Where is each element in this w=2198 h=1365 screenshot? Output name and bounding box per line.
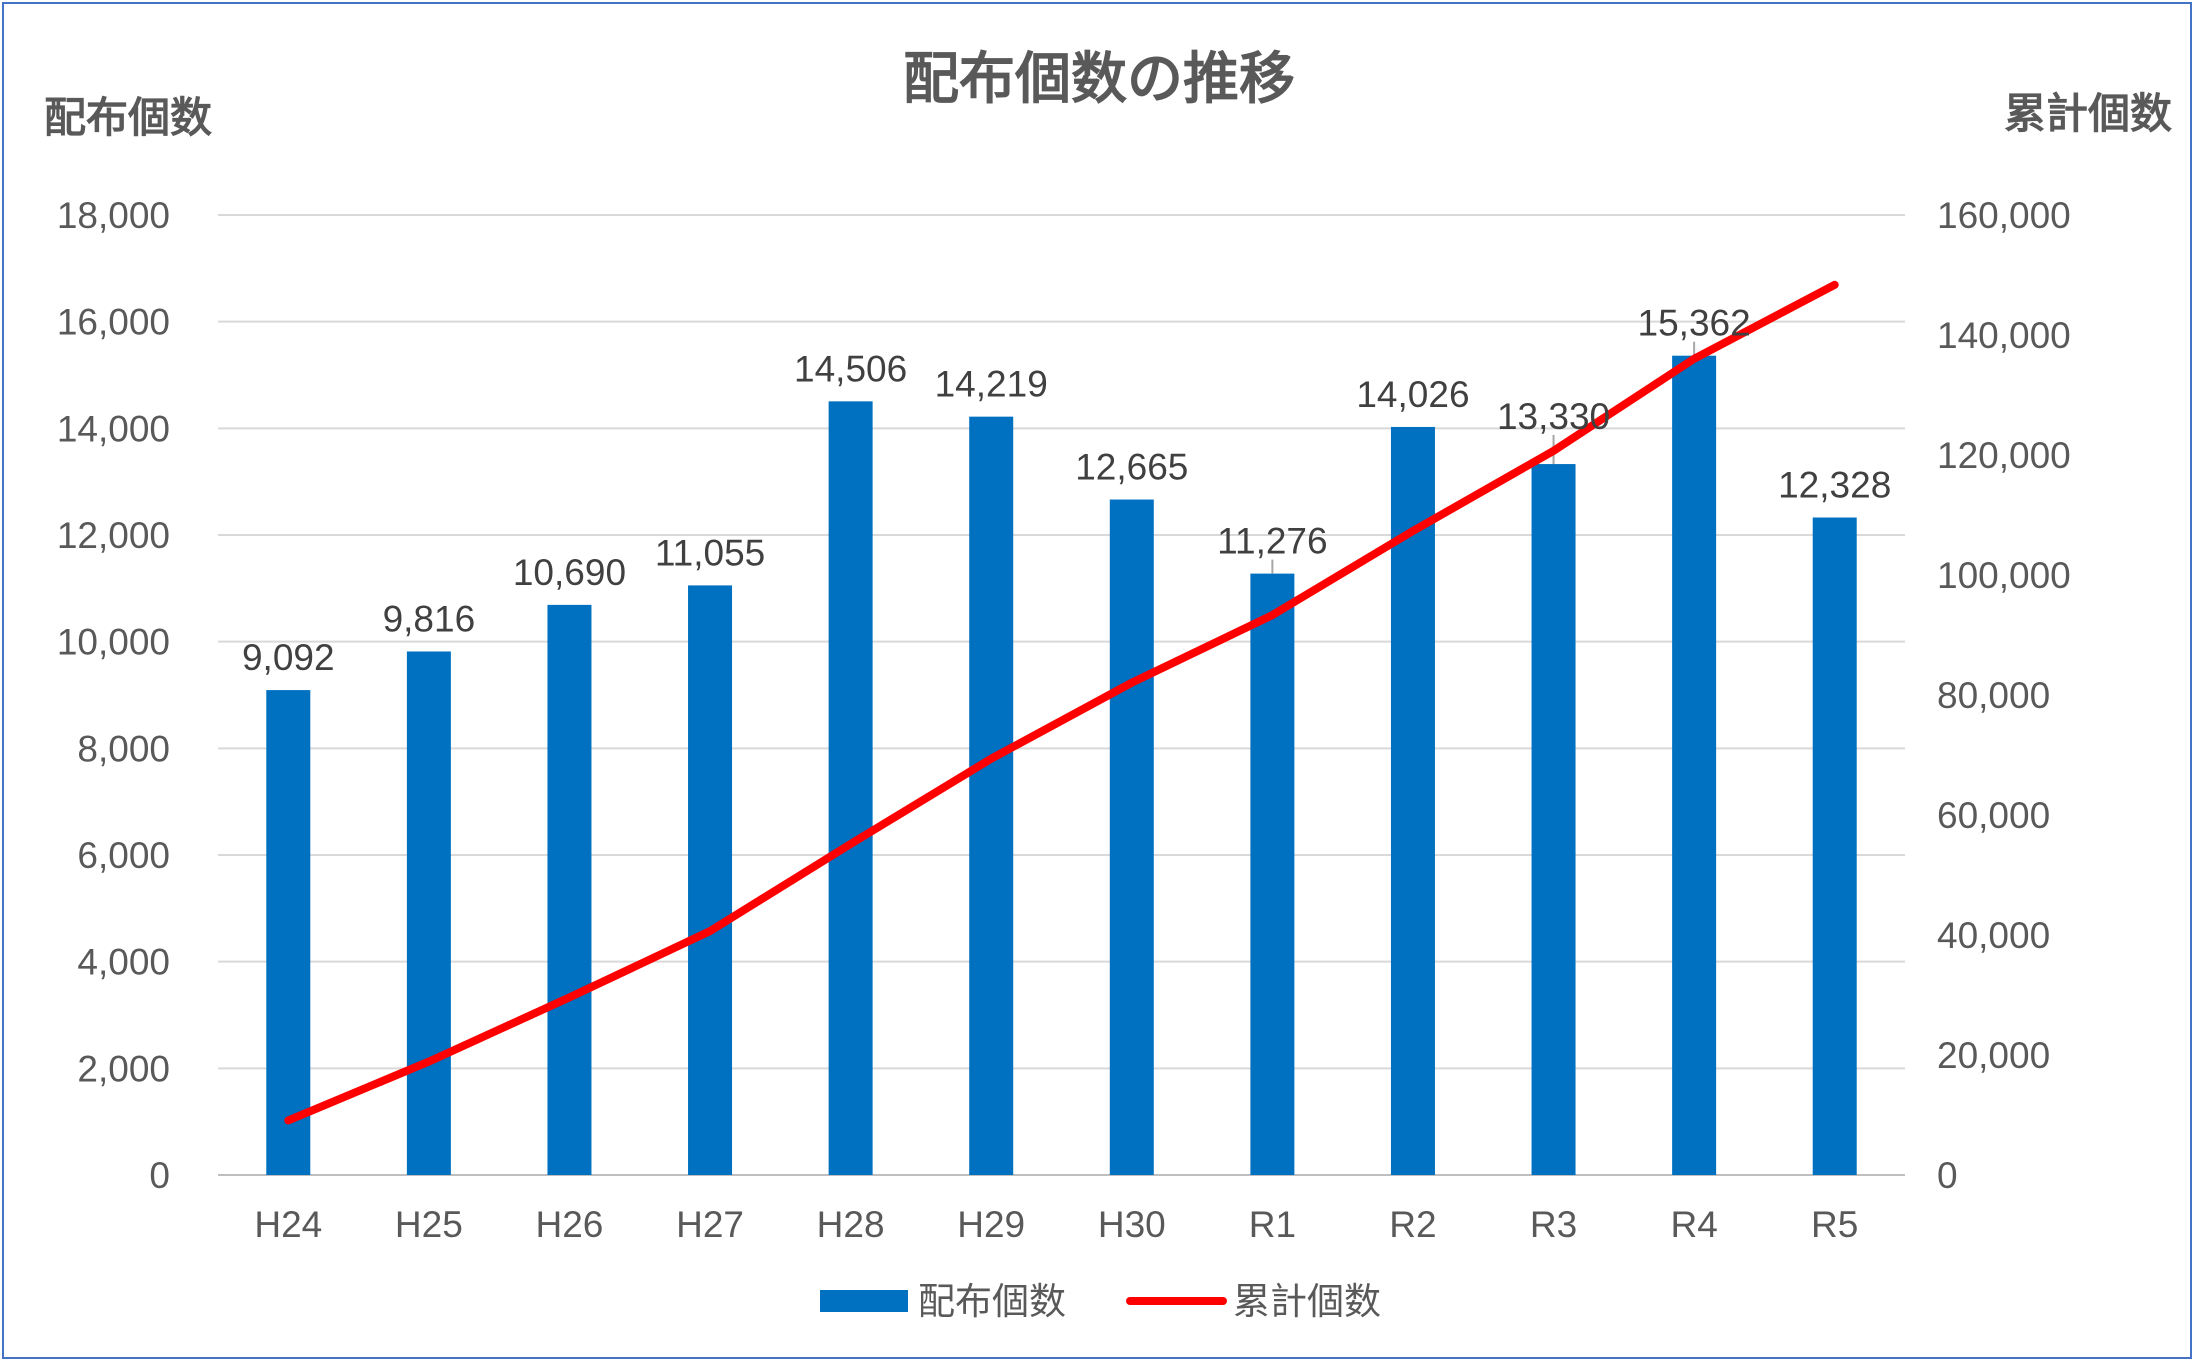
category-label: H24 [254, 1204, 322, 1245]
legend-bar-swatch [820, 1290, 908, 1312]
data-label: 15,362 [1638, 303, 1751, 344]
category-label: H29 [957, 1204, 1025, 1245]
gridlines [218, 214, 1905, 1176]
category-label: R1 [1249, 1204, 1296, 1245]
right-tick-label: 60,000 [1937, 795, 2050, 836]
bar [1812, 517, 1857, 1175]
left-tick-label: 6,000 [77, 835, 170, 876]
left-tick-label: 4,000 [77, 942, 170, 983]
category-label: R2 [1389, 1204, 1436, 1245]
bar [547, 604, 592, 1175]
right-tick-label: 20,000 [1937, 1035, 2050, 1076]
category-label: H26 [536, 1204, 604, 1245]
data-label: 12,665 [1075, 447, 1188, 488]
right-tick-label: 160,000 [1937, 195, 2071, 236]
bar [969, 416, 1014, 1175]
data-label: 11,055 [655, 532, 765, 573]
data-label: 13,330 [1497, 396, 1610, 437]
left-axis-ticks: 0 2,000 4,000 6,000 8,000 10,000 12,000 14,000 1… [57, 195, 170, 1196]
data-label: 9,816 [383, 598, 476, 639]
category-label: H28 [817, 1204, 885, 1245]
line-series [284, 280, 1839, 1125]
legend: 配布個数 累計個数 [820, 1280, 1381, 1323]
left-tick-label: 8,000 [77, 728, 170, 769]
right-tick-label: 0 [1937, 1155, 1958, 1196]
bar-series [266, 355, 1857, 1176]
category-label: R4 [1670, 1204, 1717, 1245]
left-tick-label: 10,000 [57, 622, 170, 663]
data-label: 9,092 [242, 637, 335, 678]
bar [406, 651, 451, 1175]
leader-lines [1271, 341, 1696, 574]
bar [1109, 499, 1154, 1175]
data-labels: 9,092 9,816 10,690 11,055 14,506 14,219 12,665… [242, 303, 1891, 678]
bar [1390, 426, 1435, 1175]
bar [828, 401, 873, 1175]
bar [1250, 573, 1295, 1175]
left-axis-title: 配布個数 [44, 93, 212, 142]
right-axis-ticks: 0 20,000 40,000 60,000 80,000 100,000 120,000 1… [1937, 195, 2071, 1196]
right-tick-label: 100,000 [1937, 555, 2071, 596]
right-axis-title: 累計個数 [2004, 89, 2172, 138]
data-label: 11,276 [1217, 521, 1327, 562]
data-label: 14,219 [935, 364, 1048, 405]
category-label: H25 [395, 1204, 463, 1245]
category-axis-labels: H24 H25 H26 H27 H28 H29 H30 R1 R2 R3 R4 R5 [254, 1204, 1858, 1245]
category-label: H30 [1098, 1204, 1166, 1245]
right-tick-label: 120,000 [1937, 435, 2071, 476]
bar [1672, 355, 1717, 1175]
bar [688, 585, 733, 1175]
left-tick-label: 18,000 [57, 195, 170, 236]
legend-bar-label: 配布個数 [918, 1280, 1066, 1323]
data-label: 14,506 [794, 348, 907, 389]
data-label: 12,328 [1778, 465, 1891, 506]
bar [266, 690, 311, 1175]
right-tick-label: 40,000 [1937, 915, 2050, 956]
left-tick-label: 12,000 [57, 515, 170, 556]
category-label: R3 [1530, 1204, 1577, 1245]
bar [1531, 464, 1576, 1176]
chart-title: 配布個数の推移 [903, 47, 1295, 112]
data-label: 14,026 [1356, 374, 1469, 415]
right-tick-label: 80,000 [1937, 675, 2050, 716]
category-label: R5 [1811, 1204, 1858, 1245]
left-tick-label: 2,000 [77, 1048, 170, 1089]
left-tick-label: 16,000 [57, 302, 170, 343]
left-tick-label: 14,000 [57, 408, 170, 449]
data-label: 10,690 [513, 552, 626, 593]
right-tick-label: 140,000 [1937, 315, 2071, 356]
left-tick-label: 0 [149, 1155, 170, 1196]
category-label: H27 [676, 1204, 744, 1245]
legend-line-label: 累計個数 [1233, 1280, 1381, 1323]
cumulative-line [284, 280, 1839, 1125]
